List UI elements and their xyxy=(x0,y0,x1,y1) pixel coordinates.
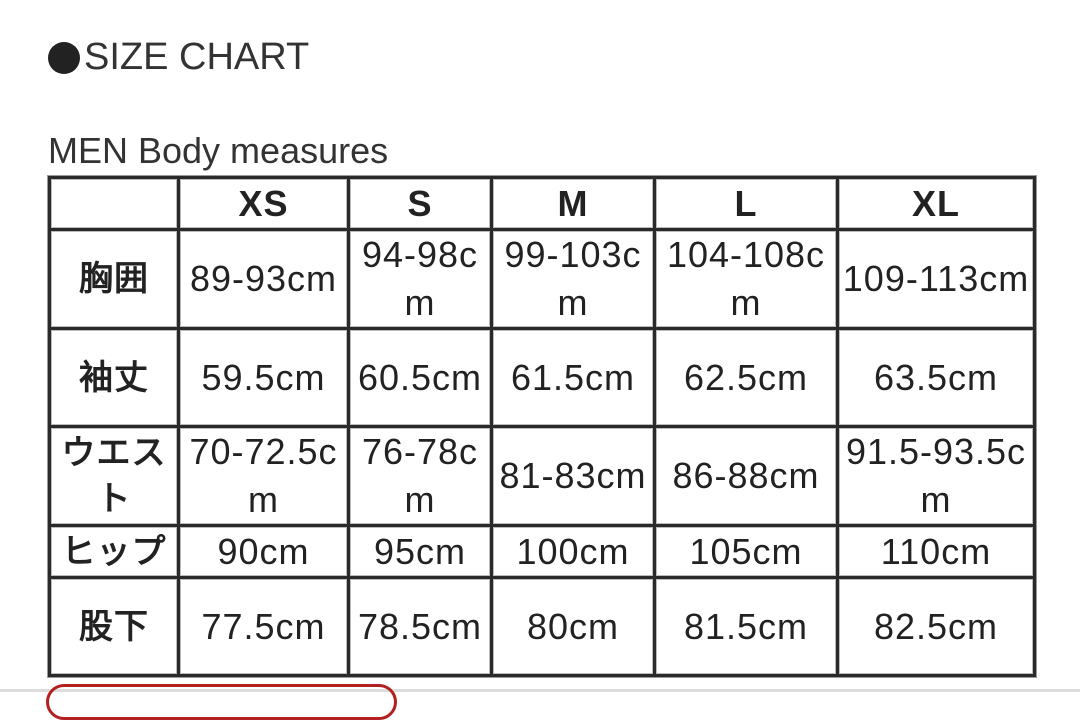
header-cell: M xyxy=(490,176,656,231)
table-cell: 99-103cm xyxy=(490,228,656,330)
bottom-divider xyxy=(0,689,1080,692)
header-cell: L xyxy=(653,176,839,231)
partial-button[interactable] xyxy=(46,684,397,720)
table-cell: 110cm xyxy=(836,524,1036,579)
table-cell: 63.5cm xyxy=(836,327,1036,428)
table-cell: 62.5cm xyxy=(653,327,839,428)
header-cell xyxy=(48,176,180,231)
size-chart-table: XS S M L XL 胸囲 89-93cm 94-98cm 99-103cm … xyxy=(47,175,1037,678)
table-cell: 86-88cm xyxy=(653,425,839,527)
header-cell: XS xyxy=(177,176,350,231)
table-cell: 81.5cm xyxy=(653,576,839,677)
table-cell: 90cm xyxy=(177,524,350,579)
table-cell: 70-72.5cm xyxy=(177,425,350,527)
table-cell: 89-93cm xyxy=(177,228,350,330)
table-cell: 94-98cm xyxy=(347,228,493,330)
table-row: 袖丈 59.5cm 60.5cm 61.5cm 62.5cm 63.5cm xyxy=(48,327,1036,428)
table-cell: 109-113cm xyxy=(836,228,1036,330)
header-cell: XL xyxy=(836,176,1036,231)
page-title: SIZE CHART xyxy=(48,36,309,79)
table-cell: 77.5cm xyxy=(177,576,350,677)
title-text: SIZE CHART xyxy=(84,36,310,78)
table-cell: 61.5cm xyxy=(490,327,656,428)
row-label: 袖丈 xyxy=(48,327,180,428)
table-cell: 105cm xyxy=(653,524,839,579)
row-label: ウエスト xyxy=(48,425,180,527)
header-row: XS S M L XL xyxy=(48,176,1036,231)
table-cell: 78.5cm xyxy=(347,576,493,677)
table-cell: 95cm xyxy=(347,524,493,579)
row-label: ヒップ xyxy=(48,524,180,579)
table-cell: 104-108cm xyxy=(653,228,839,330)
table-row: 胸囲 89-93cm 94-98cm 99-103cm 104-108cm 10… xyxy=(48,228,1036,330)
table-row: ヒップ 90cm 95cm 100cm 105cm 110cm xyxy=(48,524,1036,579)
header-cell: S xyxy=(347,176,493,231)
row-label: 胸囲 xyxy=(48,228,180,330)
row-label: 股下 xyxy=(48,576,180,677)
table-row: 股下 77.5cm 78.5cm 80cm 81.5cm 82.5cm xyxy=(48,576,1036,677)
table-cell: 91.5-93.5cm xyxy=(836,425,1036,527)
bullet-icon xyxy=(48,41,80,74)
table-cell: 81-83cm xyxy=(490,425,656,527)
table-cell: 80cm xyxy=(490,576,656,677)
table-cell: 59.5cm xyxy=(177,327,350,428)
table-cell: 76-78cm xyxy=(347,425,493,527)
table-cell: 60.5cm xyxy=(347,327,493,428)
table-cell: 100cm xyxy=(490,524,656,579)
table-subtitle: MEN Body measures xyxy=(48,130,389,171)
table-cell: 82.5cm xyxy=(836,576,1036,677)
table-row: ウエスト 70-72.5cm 76-78cm 81-83cm 86-88cm 9… xyxy=(48,425,1036,527)
